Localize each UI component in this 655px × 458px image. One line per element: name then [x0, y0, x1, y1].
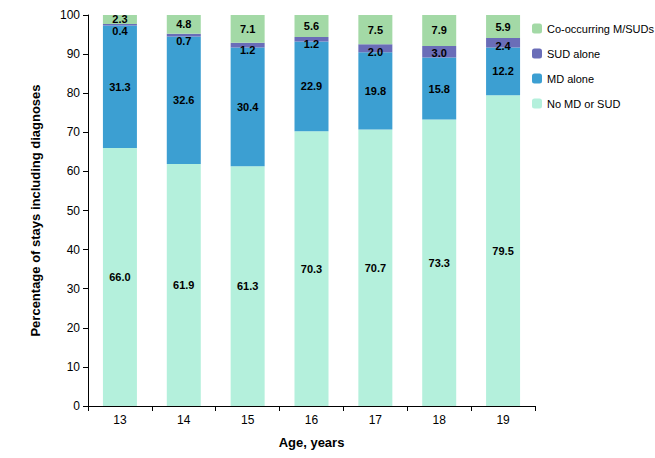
svg-text:19.8: 19.8 [365, 85, 386, 97]
svg-text:31.3: 31.3 [109, 81, 130, 93]
svg-text:5.9: 5.9 [495, 21, 510, 33]
svg-text:80: 80 [67, 86, 81, 100]
svg-text:7.5: 7.5 [368, 24, 383, 36]
svg-text:70: 70 [67, 125, 81, 139]
svg-text:70.3: 70.3 [301, 263, 322, 275]
svg-text:60: 60 [67, 164, 81, 178]
svg-text:No MD or SUD: No MD or SUD [547, 98, 620, 110]
svg-text:4.8: 4.8 [176, 18, 191, 30]
svg-text:79.5: 79.5 [492, 245, 513, 257]
svg-text:12.2: 12.2 [492, 65, 513, 77]
svg-text:7.1: 7.1 [240, 23, 255, 35]
svg-text:Co-occurring M/SUDs: Co-occurring M/SUDs [547, 23, 654, 35]
svg-text:SUD alone: SUD alone [547, 48, 600, 60]
svg-text:13: 13 [113, 413, 127, 427]
svg-text:18: 18 [433, 413, 447, 427]
svg-text:40: 40 [67, 243, 81, 257]
svg-text:2.0: 2.0 [368, 46, 383, 58]
svg-text:10: 10 [67, 360, 81, 374]
svg-text:3.0: 3.0 [432, 47, 447, 59]
svg-text:22.9: 22.9 [301, 80, 322, 92]
svg-text:2.3: 2.3 [112, 13, 127, 25]
svg-text:0.7: 0.7 [176, 35, 191, 47]
svg-text:30: 30 [67, 282, 81, 296]
svg-text:66.0: 66.0 [109, 271, 130, 283]
svg-text:90: 90 [67, 47, 81, 61]
svg-text:5.6: 5.6 [304, 20, 319, 32]
svg-text:14: 14 [177, 413, 191, 427]
svg-text:100: 100 [60, 8, 80, 22]
svg-text:15.8: 15.8 [429, 83, 450, 95]
svg-text:7.9: 7.9 [432, 24, 447, 36]
svg-text:30.4: 30.4 [237, 101, 259, 113]
svg-text:1.2: 1.2 [304, 38, 319, 50]
svg-text:19: 19 [496, 413, 510, 427]
svg-text:Percentage of stays including: Percentage of stays including diagnoses [28, 84, 43, 336]
svg-text:32.6: 32.6 [173, 94, 194, 106]
svg-text:73.3: 73.3 [429, 257, 450, 269]
svg-text:Age, years: Age, years [279, 435, 345, 450]
svg-text:20: 20 [67, 321, 81, 335]
svg-text:2.4: 2.4 [495, 40, 511, 52]
svg-text:15: 15 [241, 413, 255, 427]
svg-text:70.7: 70.7 [365, 262, 386, 274]
svg-text:61.3: 61.3 [237, 280, 258, 292]
svg-text:16: 16 [305, 413, 319, 427]
svg-text:17: 17 [369, 413, 383, 427]
svg-text:0: 0 [73, 399, 80, 413]
svg-text:MD alone: MD alone [547, 73, 594, 85]
svg-text:61.9: 61.9 [173, 279, 194, 291]
svg-text:0.4: 0.4 [112, 25, 128, 37]
svg-text:1.2: 1.2 [240, 44, 255, 56]
svg-text:50: 50 [67, 204, 81, 218]
